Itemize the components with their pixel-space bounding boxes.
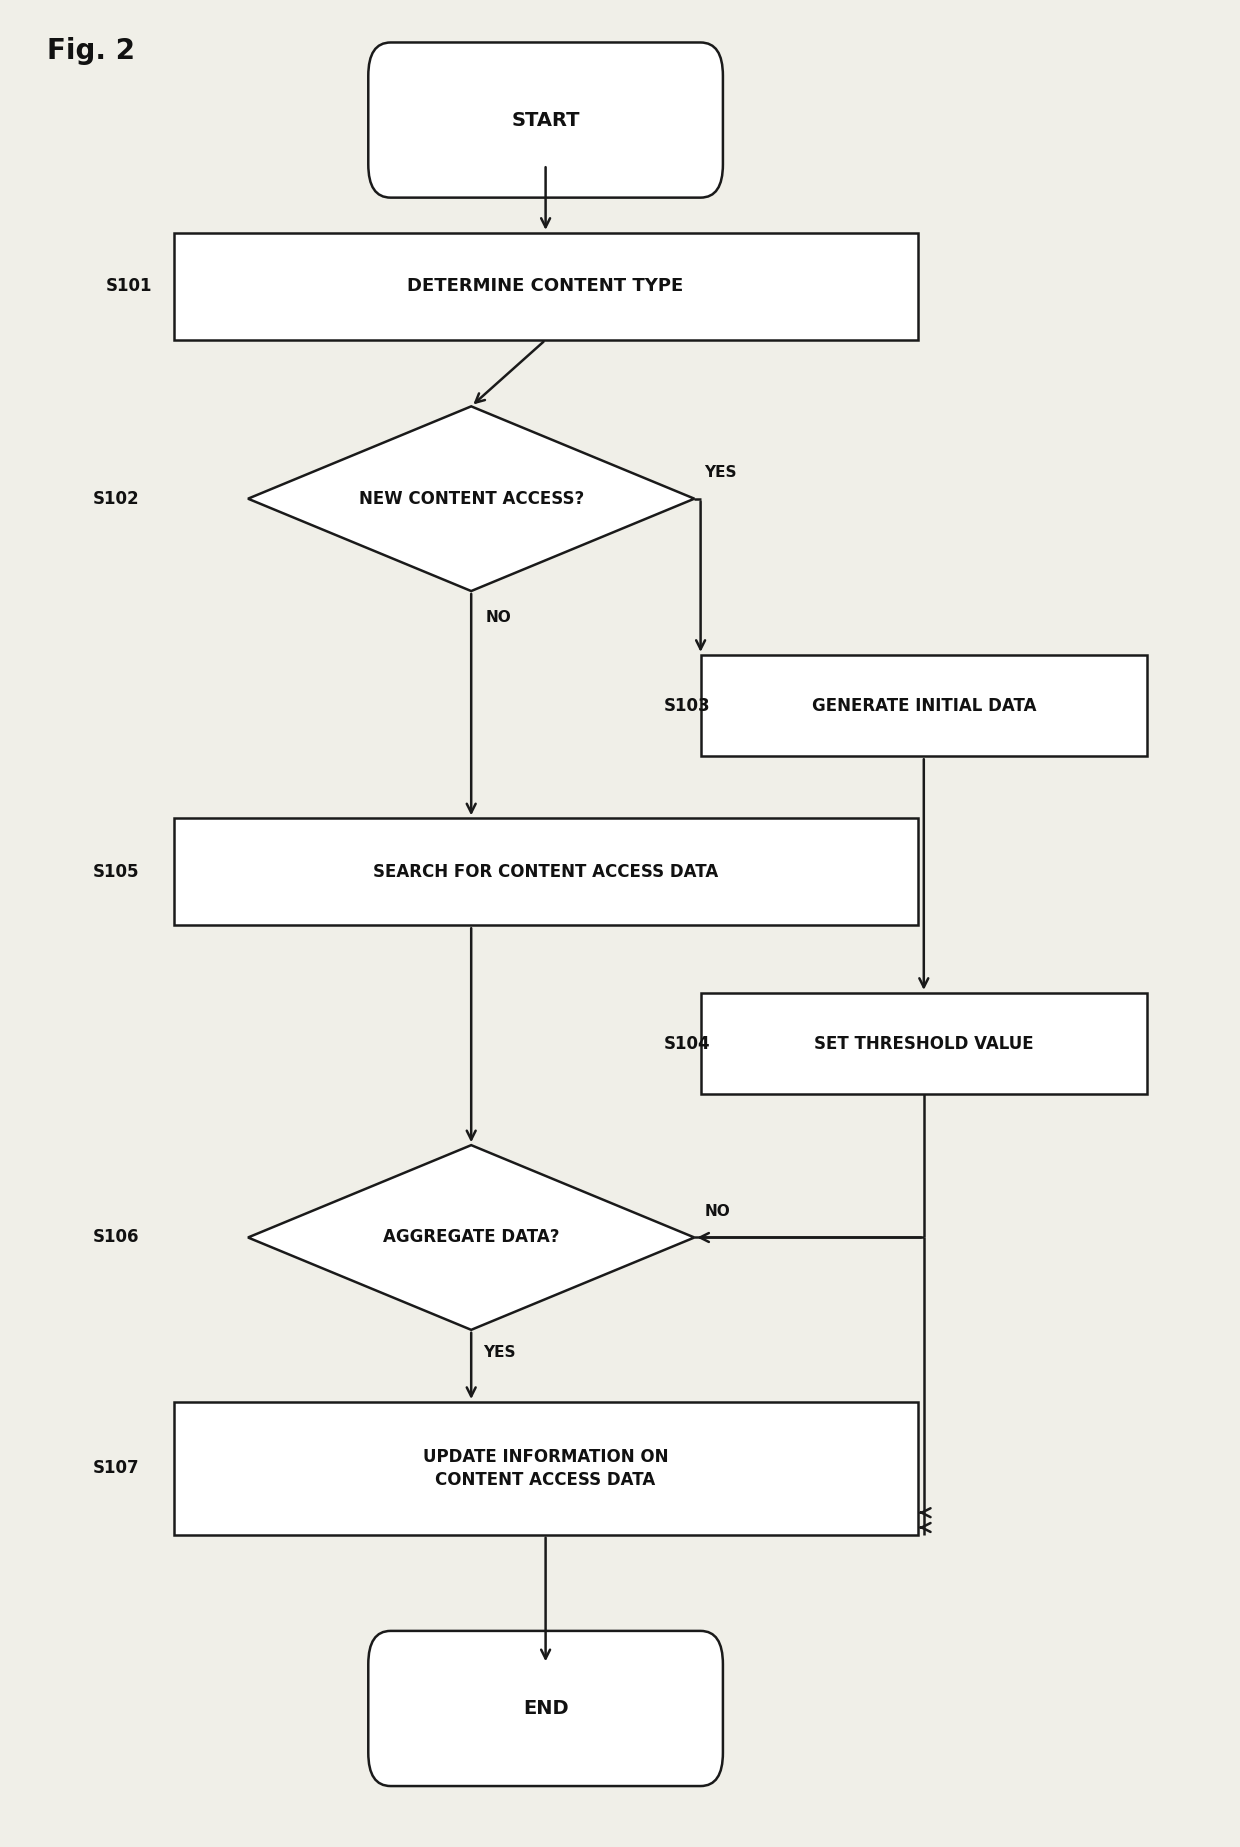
Text: S101: S101 xyxy=(105,277,151,296)
Text: Fig. 2: Fig. 2 xyxy=(47,37,135,65)
FancyBboxPatch shape xyxy=(368,1631,723,1786)
Text: YES: YES xyxy=(484,1345,516,1359)
Text: S106: S106 xyxy=(93,1228,139,1247)
FancyBboxPatch shape xyxy=(368,42,723,198)
Polygon shape xyxy=(248,1145,694,1330)
Bar xyxy=(701,994,1147,1093)
Text: NO: NO xyxy=(704,1204,730,1219)
Text: NEW CONTENT ACCESS?: NEW CONTENT ACCESS? xyxy=(358,489,584,508)
Bar xyxy=(701,654,1147,755)
Text: AGGREGATE DATA?: AGGREGATE DATA? xyxy=(383,1228,559,1247)
Text: GENERATE INITIAL DATA: GENERATE INITIAL DATA xyxy=(811,696,1037,715)
Text: UPDATE INFORMATION ON
CONTENT ACCESS DATA: UPDATE INFORMATION ON CONTENT ACCESS DAT… xyxy=(423,1448,668,1489)
Text: NO: NO xyxy=(486,610,512,624)
Text: S103: S103 xyxy=(663,696,711,715)
Text: S107: S107 xyxy=(93,1459,140,1478)
Bar xyxy=(174,1402,918,1535)
Bar xyxy=(174,233,918,340)
Text: YES: YES xyxy=(704,465,737,480)
Text: SEARCH FOR CONTENT ACCESS DATA: SEARCH FOR CONTENT ACCESS DATA xyxy=(373,863,718,881)
Polygon shape xyxy=(248,406,694,591)
Text: START: START xyxy=(511,111,580,129)
Text: DETERMINE CONTENT TYPE: DETERMINE CONTENT TYPE xyxy=(408,277,683,296)
Text: S104: S104 xyxy=(663,1034,711,1053)
Text: END: END xyxy=(523,1699,568,1718)
Text: S102: S102 xyxy=(93,489,140,508)
Text: S105: S105 xyxy=(93,863,139,881)
Text: SET THRESHOLD VALUE: SET THRESHOLD VALUE xyxy=(813,1034,1034,1053)
Bar xyxy=(174,818,918,925)
